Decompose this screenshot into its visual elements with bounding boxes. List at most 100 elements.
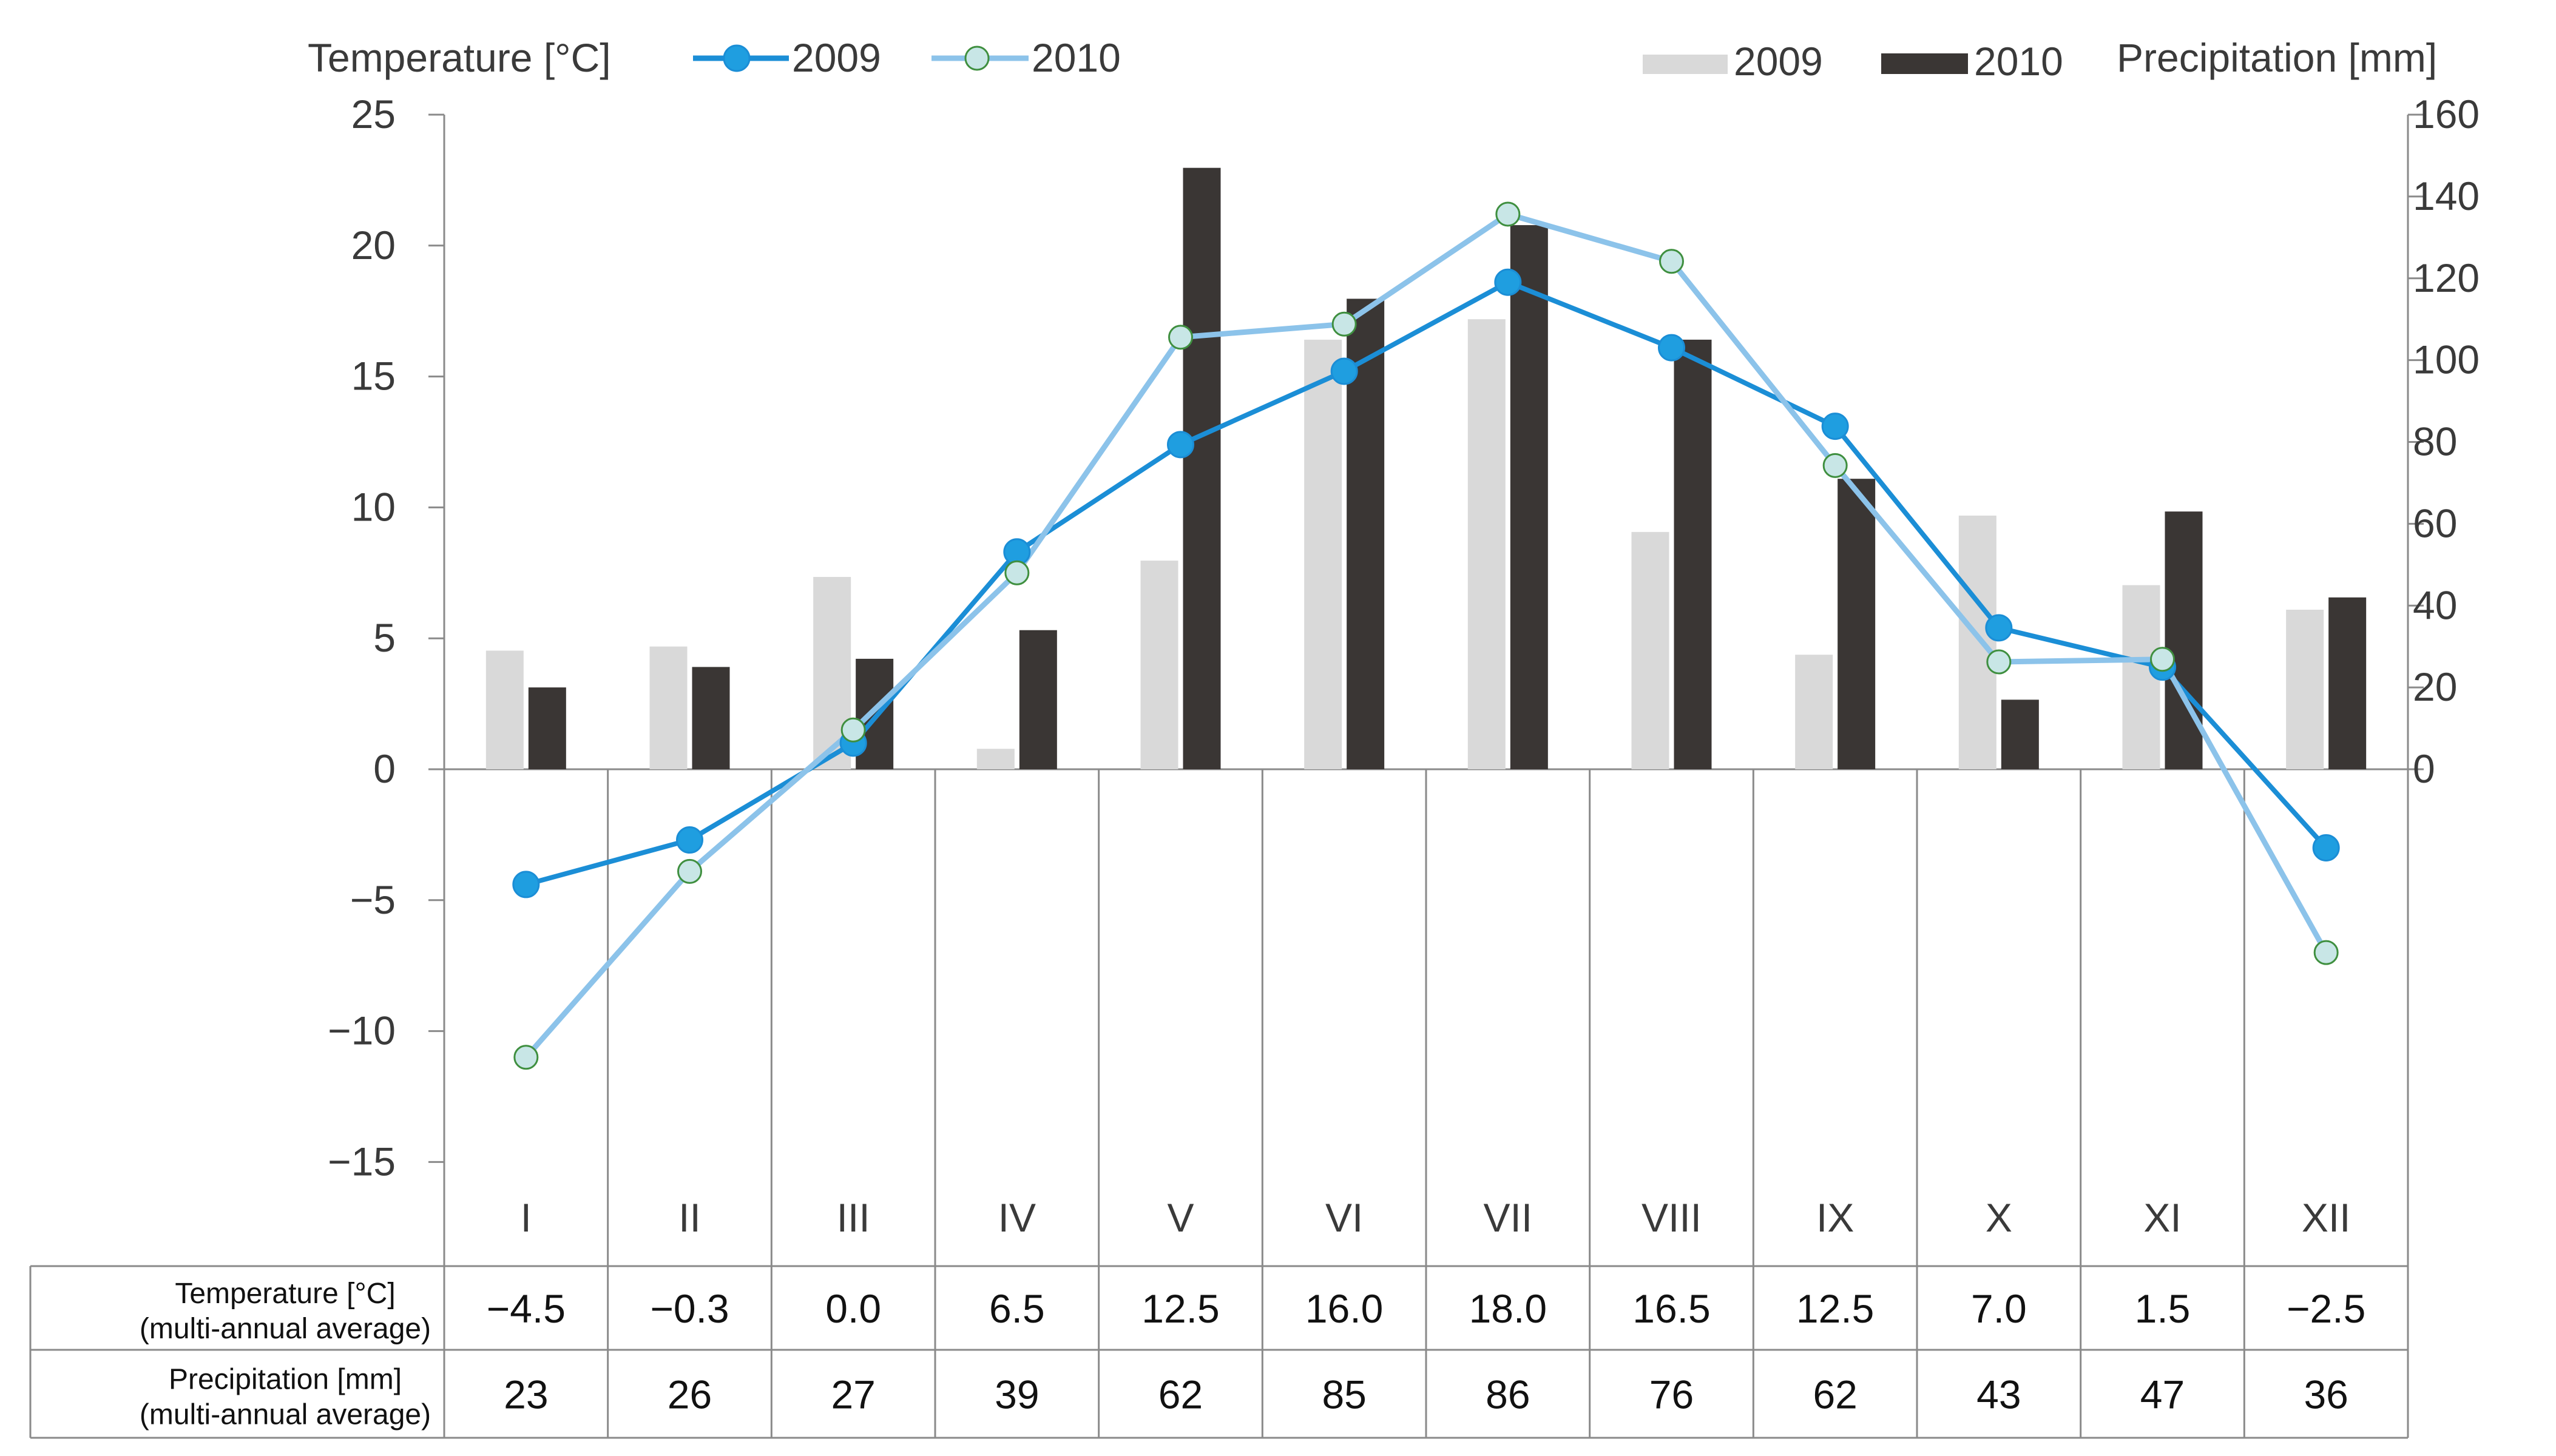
temperature-axis-title: Temperature [°C] [308,35,611,80]
precip-bar-2010 [1674,339,1712,769]
legend-bar-2010-label: 2010 [1974,39,2063,84]
temp-marker-2010 [1822,453,1848,478]
temp-marker-2010 [1331,311,1357,337]
temp-marker-2010 [677,858,702,884]
precip-bar-2010 [528,687,566,769]
table-cell: 18.0 [1469,1286,1547,1331]
legend-bar-2010-swatch [1881,53,1968,74]
table-cell: 47 [2140,1372,2185,1417]
temp-marker-2010 [2150,647,2175,672]
table-cell: 12.5 [1141,1286,1219,1331]
legend-bar-2009-swatch [1643,55,1728,74]
table-cell: 43 [1976,1372,2021,1417]
right-axis-tick-label: 60 [2413,500,2457,545]
table-cell: −4.5 [487,1286,566,1331]
precip-bar-2009 [1467,319,1506,769]
left-axis-tick-label: 5 [373,615,396,660]
legend: Temperature [°C] 2009 2010 2009 2010 Precipit… [308,35,2437,84]
temp-marker-2010 [1986,649,2012,675]
left-axis-tick-label: 10 [351,484,396,529]
right-axis-tick-label: 100 [2413,337,2480,382]
month-label: XI [2143,1195,2181,1240]
precip-bar-2010 [1510,225,1548,769]
precip-bar-2009 [2286,609,2324,769]
temp-marker-2010 [2313,940,2339,965]
table-row-header-sub: (multi-annual average) [140,1313,431,1345]
right-axis-tick-label: 40 [2413,582,2457,627]
table-cell: 86 [1486,1372,1530,1417]
right-axis-tick-label: 140 [2413,174,2480,218]
data-table: Temperature [°C](multi-annual average) −4… [140,1278,2365,1431]
month-label: VI [1325,1195,1363,1240]
temp-marker-2010 [1004,560,1030,585]
month-label: X [1986,1195,2012,1240]
left-axis-tick-label: 25 [351,92,396,136]
table-row-header-sub: (multi-annual average) [140,1399,431,1431]
precip-bar-2009 [1795,655,1833,769]
month-label: VIII [1641,1195,1702,1240]
month-label: IV [998,1195,1036,1240]
precip-bar-2009 [649,646,688,769]
table-cell: 85 [1322,1372,1366,1417]
table-cell: −2.5 [2287,1286,2365,1331]
temperature-lines [512,201,2340,1070]
table-cell: −0.3 [650,1286,729,1331]
table-cell: 27 [831,1372,875,1417]
table-cell: 0.0 [825,1286,881,1331]
precip-bar-2009 [1304,339,1342,769]
temp-marker-2009 [512,871,540,898]
grid-lines [29,768,2409,1439]
month-label: IX [1816,1195,1854,1240]
left-axis-tick-label: 20 [351,223,396,268]
temp-marker-2010 [1168,325,1193,350]
left-axis-tick-label: 0 [373,746,396,791]
temp-marker-2010 [1659,249,1684,274]
temp-marker-2009 [1167,431,1194,459]
precip-bar-2009 [976,749,1015,769]
temp-marker-2009 [1494,268,1522,296]
legend-marker-2010 [964,46,990,71]
precip-bar-2010 [2001,699,2039,769]
temp-line-2009 [525,280,2328,887]
table-cell: 23 [504,1372,548,1417]
table-cell: 26 [668,1372,712,1417]
temp-marker-2009 [1330,357,1358,385]
precip-bar-2010 [2328,597,2367,769]
precip-bar-2009 [1958,515,1996,769]
precip-bar-2010 [2165,511,2203,769]
month-label: I [521,1195,532,1240]
legend-bar-2009-label: 2009 [1734,39,1823,84]
left-axis-tick-label: 15 [351,354,396,399]
month-label: V [1167,1195,1194,1240]
precipitation-bars [485,167,2367,769]
table-cell: 16.5 [1632,1286,1710,1331]
right-axis-tick-label: 0 [2413,746,2435,791]
right-axis-tick-label: 120 [2413,255,2480,300]
precip-bar-2010 [1183,167,1221,769]
precip-bar-2009 [1631,531,1669,769]
precip-bar-2009 [485,650,524,769]
table-cell: 76 [1649,1372,1694,1417]
right-axis-tick-label: 80 [2413,419,2457,464]
table-cell: 6.5 [989,1286,1045,1331]
table-cell: 36 [2304,1372,2348,1417]
temp-marker-2010 [840,717,866,743]
legend-line-2009-label: 2009 [792,35,881,80]
left-axis-tick-label: −10 [328,1008,396,1053]
legend-line-2010-label: 2010 [1032,35,1121,80]
month-label: VII [1483,1195,1532,1240]
right-axis-tick-label: 20 [2413,664,2457,709]
table-cell: 12.5 [1796,1286,1874,1331]
precip-bar-2010 [1838,479,1876,769]
table-row-header: Temperature [°C] [175,1278,395,1310]
table-cell: 1.5 [2135,1286,2191,1331]
temp-marker-2010 [1495,201,1521,227]
left-axis-tick-label: −15 [328,1139,396,1184]
temp-marker-2009 [1985,614,2013,642]
table-cell: 62 [1158,1372,1203,1417]
axes: 25 20 15 10 5 0 −5 −10 −15 160 140 120 100 80 60 40 20 0 I… [328,92,2480,1240]
table-row-header: Precipitation [mm] [169,1364,402,1396]
precipitation-axis-title: Precipitation [mm] [2117,35,2437,80]
precip-bar-2010 [1019,630,1057,769]
